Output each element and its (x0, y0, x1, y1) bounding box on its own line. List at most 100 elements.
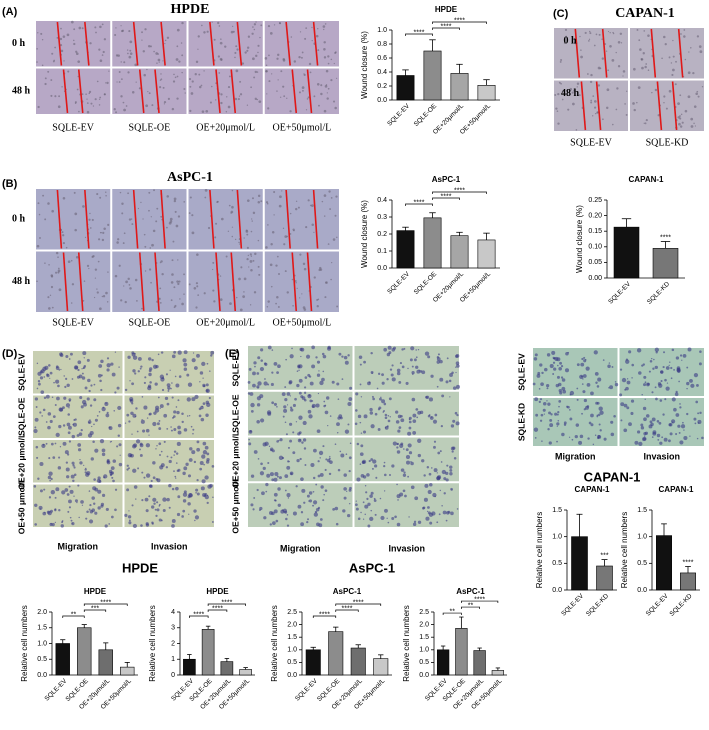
cell-dot (620, 402, 625, 407)
cell-dot (329, 460, 333, 464)
cell-dot (175, 406, 178, 408)
cell-dot (256, 98, 259, 101)
cell-dot (395, 420, 400, 424)
cell-dot (171, 382, 173, 384)
cell-dot (642, 406, 647, 411)
cell-dot (578, 94, 581, 97)
x-tick-label: SQLE-EV (560, 592, 585, 617)
error-bar (495, 667, 501, 671)
cell-dot (280, 70, 283, 73)
cell-dot (267, 107, 270, 110)
cell-dot (105, 413, 110, 418)
cell-dot (165, 466, 169, 469)
cell-dot (595, 381, 598, 384)
cell-dot (50, 285, 54, 289)
cell-dot (312, 504, 315, 507)
cell-dot (217, 200, 219, 203)
cell-dot (53, 59, 55, 62)
cell-dot (673, 368, 675, 371)
cell-dot (408, 418, 411, 421)
x-tick-label: SQLE-KD (668, 592, 693, 617)
cell-dot (190, 92, 194, 95)
cell-dot (157, 396, 160, 399)
cell-dot (58, 95, 61, 98)
cell-dot (309, 381, 314, 386)
cell-dot (669, 361, 671, 363)
cell-dot (141, 471, 144, 474)
column-label: SQLE-OE (129, 122, 171, 133)
cell-dot (331, 262, 333, 264)
cell-dot (301, 86, 305, 90)
cell-dot (359, 363, 362, 366)
cell-dot (609, 385, 614, 390)
micrograph (188, 189, 263, 250)
cell-dot (39, 489, 43, 493)
micrograph (33, 351, 123, 394)
cell-dot (252, 211, 256, 215)
cell-dot (170, 456, 173, 459)
cell-dot (59, 37, 63, 41)
cell-dot (257, 356, 261, 360)
cell-dot (227, 86, 231, 89)
cell-dot (400, 468, 405, 472)
cell-dot (87, 420, 92, 424)
cell-dot (85, 467, 87, 470)
cell-dot (156, 445, 158, 447)
cell-dot (58, 509, 61, 512)
cell-dot (176, 45, 179, 48)
cell-dot (139, 454, 143, 457)
cell-dot (307, 373, 311, 377)
cell-dot (215, 99, 217, 101)
cell-dot (195, 60, 199, 64)
cell-dot (145, 522, 149, 526)
cell-dot (123, 108, 126, 112)
cell-dot (159, 301, 162, 304)
y-tick-label: 0.1 (377, 248, 387, 255)
cell-dot (356, 442, 360, 446)
y-tick-label: 0.4 (377, 69, 387, 76)
cell-dot (284, 386, 287, 389)
cell-dot (173, 197, 177, 201)
cell-dot (36, 244, 40, 248)
significance-bracket (461, 606, 480, 610)
cell-dot (152, 461, 156, 465)
cell-dot (669, 432, 673, 436)
cell-dot (335, 522, 339, 526)
cell-dot (311, 204, 314, 207)
row-label: SQLE-EV (516, 353, 526, 391)
cell-dot (47, 412, 52, 416)
cell-dot (102, 295, 106, 298)
cell-dot (50, 79, 53, 81)
cell-dot (608, 387, 610, 389)
cell-dot (303, 391, 307, 394)
cell-dot (58, 424, 62, 429)
cell-dot (555, 383, 559, 388)
column-label: SQLE-KD (646, 137, 689, 148)
wound-edge (77, 69, 84, 114)
cell-dot (396, 450, 401, 454)
cell-dot (359, 383, 362, 386)
cell-dot (183, 362, 188, 367)
cell-dot (271, 449, 275, 453)
cell-dot (579, 35, 581, 38)
cell-dot (348, 488, 352, 492)
cell-dot (274, 471, 279, 477)
cell-dot (205, 383, 209, 387)
cell-dot (101, 407, 106, 412)
wound-edge (215, 69, 221, 114)
cell-dot (142, 429, 146, 433)
significance-bracket (83, 603, 128, 606)
cell-dot (675, 356, 680, 360)
cell-dot (549, 418, 553, 422)
cell-dot (64, 450, 69, 455)
cell-dot (97, 506, 101, 510)
cell-dot (364, 513, 366, 516)
cell-dot (160, 519, 163, 522)
cell-dot (35, 406, 38, 408)
cell-dot (170, 299, 173, 302)
cell-dot (98, 411, 101, 413)
cell-dot (375, 476, 378, 479)
cell-dot (589, 80, 593, 84)
cell-dot (576, 387, 579, 390)
cell-dot (298, 55, 301, 59)
